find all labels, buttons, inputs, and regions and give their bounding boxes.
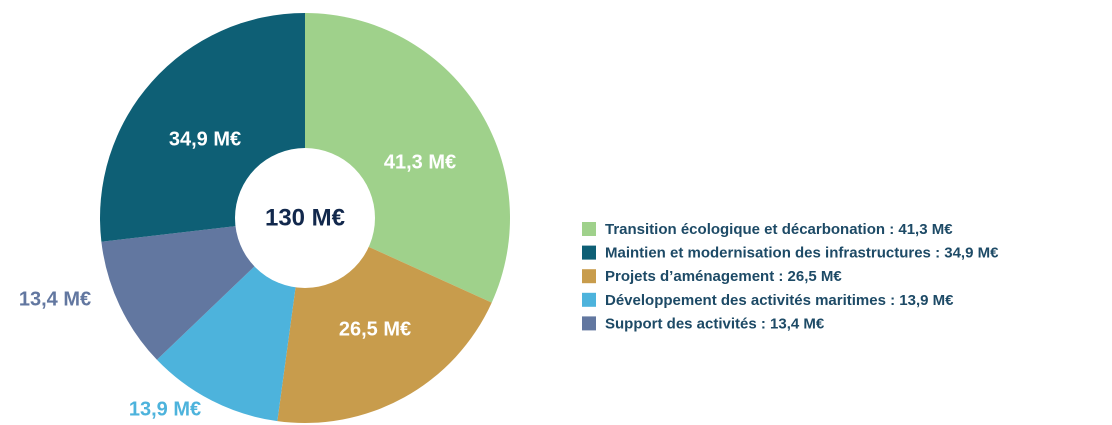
legend-label: Transition écologique et décarbonation :… xyxy=(605,221,953,238)
legend-swatch xyxy=(582,222,596,236)
slice-label: 13,9 M€ xyxy=(129,398,201,420)
donut-hole xyxy=(235,148,375,288)
legend-swatch xyxy=(582,245,596,260)
legend-label: Maintien et modernisation des infrastruc… xyxy=(605,245,999,262)
slice-label: 41,3 M€ xyxy=(384,151,456,173)
legend-swatch xyxy=(582,316,596,331)
slice-label: 26,5 M€ xyxy=(339,318,411,340)
legend-swatch xyxy=(582,269,596,284)
legend-label: Support des activités : 13,4 M€ xyxy=(605,315,825,332)
slice-label: 13,4 M€ xyxy=(19,288,91,310)
legend-label: Développement des activités maritimes : … xyxy=(605,292,954,309)
legend-swatch xyxy=(582,292,596,307)
center-label: 130 M€ xyxy=(265,204,345,231)
slice-label: 34,9 M€ xyxy=(169,128,241,150)
legend-label: Projets d’aménagement : 26,5 M€ xyxy=(605,268,842,285)
